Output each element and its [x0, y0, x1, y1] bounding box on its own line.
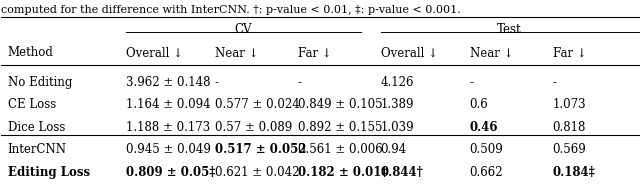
Text: Near ↓: Near ↓: [470, 46, 513, 59]
Text: 0.94: 0.94: [381, 144, 407, 156]
Text: Overall ↓: Overall ↓: [125, 46, 182, 59]
Text: 4.126: 4.126: [381, 76, 414, 89]
Text: -: -: [470, 76, 474, 89]
Text: 1.389: 1.389: [381, 98, 414, 112]
Text: No Editing: No Editing: [8, 76, 72, 89]
Text: InterCNN: InterCNN: [8, 144, 67, 156]
Text: 0.809 ± 0.05‡: 0.809 ± 0.05‡: [125, 166, 215, 179]
Text: -: -: [552, 76, 557, 89]
Text: 0.945 ± 0.049: 0.945 ± 0.049: [125, 144, 211, 156]
Text: Near ↓: Near ↓: [215, 46, 259, 59]
Text: -: -: [298, 76, 301, 89]
Text: 1.039: 1.039: [381, 121, 414, 134]
Text: 0.844†: 0.844†: [381, 166, 423, 179]
Text: 0.46: 0.46: [470, 121, 499, 134]
Text: Dice Loss: Dice Loss: [8, 121, 65, 134]
Text: 0.517 ± 0.052: 0.517 ± 0.052: [215, 144, 307, 156]
Text: 3.962 ± 0.148: 3.962 ± 0.148: [125, 76, 210, 89]
Text: 0.509: 0.509: [470, 144, 504, 156]
Text: 0.818: 0.818: [552, 121, 586, 134]
Text: Editing Loss: Editing Loss: [8, 166, 90, 179]
Text: Overall ↓: Overall ↓: [381, 46, 438, 59]
Text: 1.073: 1.073: [552, 98, 586, 112]
Text: computed for the difference with InterCNN. †: p-value < 0.01, ‡: p-value < 0.001: computed for the difference with InterCN…: [1, 5, 461, 15]
Text: CE Loss: CE Loss: [8, 98, 56, 112]
Text: 0.621 ± 0.042: 0.621 ± 0.042: [215, 166, 300, 179]
Text: 0.892 ± 0.155: 0.892 ± 0.155: [298, 121, 382, 134]
Text: -: -: [215, 76, 219, 89]
Text: 0.184‡: 0.184‡: [552, 166, 595, 179]
Text: 0.849 ± 0.105: 0.849 ± 0.105: [298, 98, 382, 112]
Text: Method: Method: [8, 46, 54, 59]
Text: 0.6: 0.6: [470, 98, 488, 112]
Text: CV: CV: [235, 23, 252, 36]
Text: 1.164 ± 0.094: 1.164 ± 0.094: [125, 98, 211, 112]
Text: 0.561 ± 0.006: 0.561 ± 0.006: [298, 144, 383, 156]
Text: 0.662: 0.662: [470, 166, 504, 179]
Text: 0.577 ± 0.024: 0.577 ± 0.024: [215, 98, 300, 112]
Text: 0.569: 0.569: [552, 144, 586, 156]
Text: Far ↓: Far ↓: [552, 46, 586, 59]
Text: 0.182 ± 0.01‡: 0.182 ± 0.01‡: [298, 166, 387, 179]
Text: Far ↓: Far ↓: [298, 46, 332, 59]
Text: Test: Test: [497, 23, 522, 36]
Text: 0.57 ± 0.089: 0.57 ± 0.089: [215, 121, 292, 134]
Text: 1.188 ± 0.173: 1.188 ± 0.173: [125, 121, 210, 134]
